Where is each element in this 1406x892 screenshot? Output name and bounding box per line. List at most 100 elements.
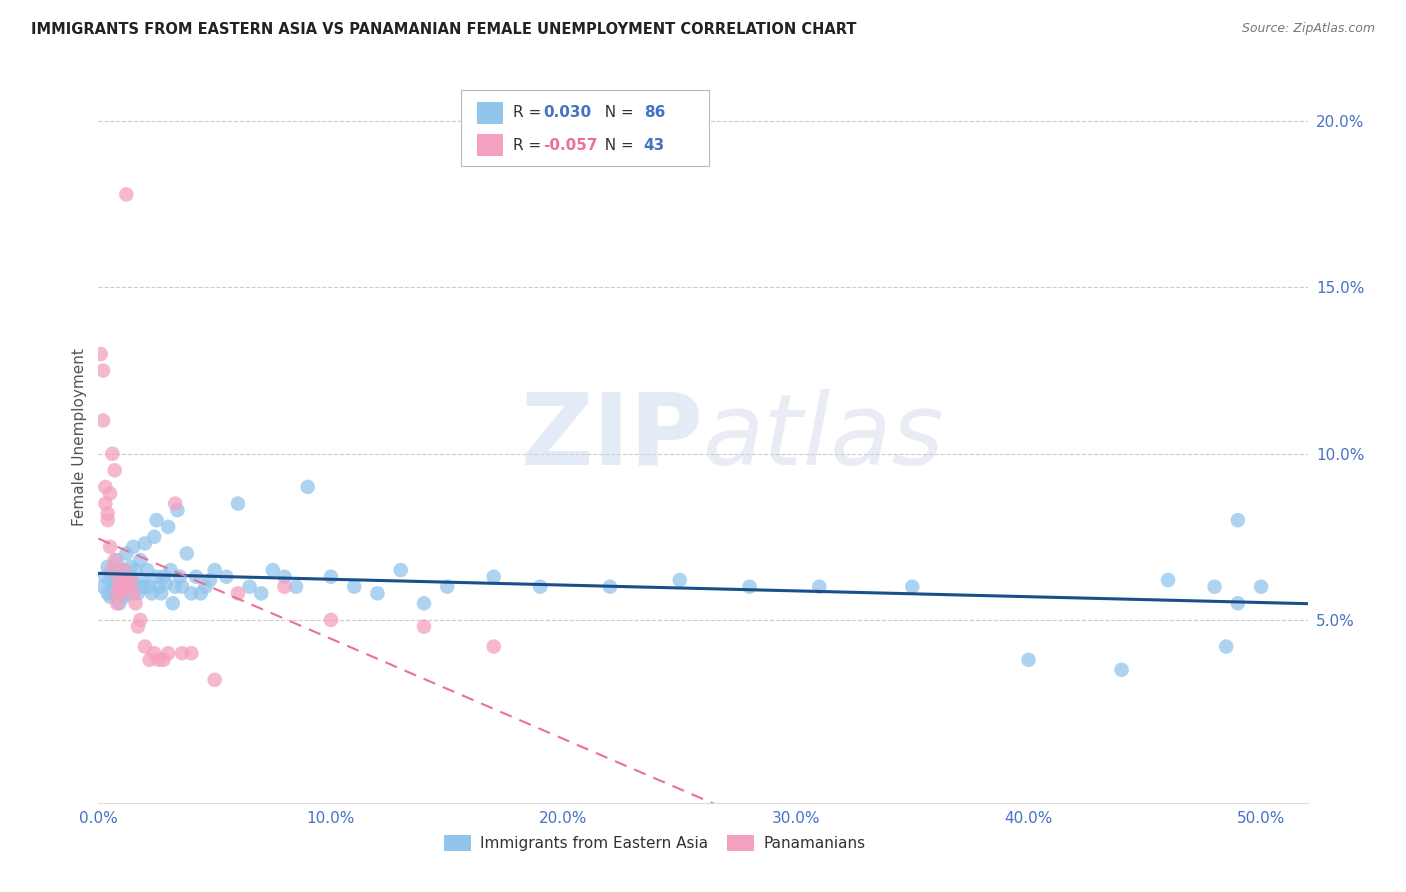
Point [226, 497, 249, 511]
Point [482, 640, 505, 654]
Point [1250, 580, 1272, 594]
Point [104, 463, 127, 477]
Point [101, 563, 124, 577]
Point [143, 646, 166, 660]
Text: R =: R = [513, 138, 547, 153]
Point [194, 580, 217, 594]
Text: 86: 86 [644, 105, 665, 120]
Point [94, 497, 117, 511]
Point [108, 580, 131, 594]
Point [118, 586, 141, 600]
Point [215, 570, 238, 584]
Point [97, 559, 120, 574]
Point [94, 570, 117, 584]
Text: 43: 43 [644, 138, 665, 153]
Point [120, 573, 142, 587]
Text: ZIP: ZIP [520, 389, 703, 485]
Point [285, 580, 308, 594]
Point [250, 586, 273, 600]
Point [111, 576, 134, 591]
Point [115, 546, 138, 560]
Point [343, 580, 366, 594]
Point [204, 673, 226, 687]
Point [148, 580, 170, 594]
Point [122, 580, 145, 594]
Point [97, 586, 120, 600]
Point [1226, 596, 1249, 610]
Point [138, 580, 160, 594]
Point [105, 580, 128, 594]
Point [112, 573, 135, 587]
Point [738, 580, 761, 594]
Point [198, 573, 221, 587]
Point [169, 570, 191, 584]
Point [172, 646, 194, 660]
Y-axis label: Female Unemployment: Female Unemployment [72, 348, 87, 526]
Point [91, 413, 114, 427]
Text: -0.057: -0.057 [543, 138, 598, 153]
Point [98, 540, 121, 554]
Point [91, 363, 114, 377]
Point [112, 563, 135, 577]
Point [98, 573, 121, 587]
Point [901, 580, 924, 594]
Point [148, 653, 170, 667]
Point [141, 586, 163, 600]
Point [104, 586, 127, 600]
Point [166, 503, 188, 517]
Legend: Immigrants from Eastern Asia, Panamanians: Immigrants from Eastern Asia, Panamanian… [437, 830, 872, 857]
Point [111, 586, 134, 600]
Point [118, 573, 141, 587]
Point [111, 582, 134, 597]
Point [529, 580, 551, 594]
Point [389, 563, 412, 577]
Point [165, 497, 187, 511]
Point [120, 559, 142, 574]
Point [98, 590, 121, 604]
Point [482, 570, 505, 584]
Text: Source: ZipAtlas.com: Source: ZipAtlas.com [1241, 22, 1375, 36]
Point [108, 566, 131, 581]
Text: IMMIGRANTS FROM EASTERN ASIA VS PANAMANIAN FEMALE UNEMPLOYMENT CORRELATION CHART: IMMIGRANTS FROM EASTERN ASIA VS PANAMANI… [31, 22, 856, 37]
Point [111, 580, 134, 594]
Point [204, 563, 226, 577]
Point [129, 613, 152, 627]
FancyBboxPatch shape [461, 90, 709, 167]
Point [112, 590, 135, 604]
Point [152, 653, 174, 667]
Point [136, 563, 159, 577]
Point [98, 486, 121, 500]
Point [134, 640, 156, 654]
Point [112, 563, 135, 577]
Point [273, 580, 295, 594]
Point [159, 563, 181, 577]
Point [1204, 580, 1226, 594]
Point [104, 553, 127, 567]
Point [436, 580, 458, 594]
Point [1226, 513, 1249, 527]
Point [190, 586, 212, 600]
Point [668, 573, 690, 587]
Point [105, 596, 128, 610]
Point [155, 576, 177, 591]
Point [115, 580, 138, 594]
Text: R =: R = [513, 105, 547, 120]
Point [105, 586, 128, 600]
Point [1215, 640, 1237, 654]
Point [319, 570, 342, 584]
FancyBboxPatch shape [477, 135, 503, 156]
Point [273, 570, 295, 584]
Point [134, 536, 156, 550]
Point [180, 646, 202, 660]
Point [157, 520, 180, 534]
Point [124, 563, 146, 577]
Point [138, 653, 160, 667]
Point [101, 447, 124, 461]
Text: 0.030: 0.030 [543, 105, 592, 120]
Point [108, 596, 131, 610]
Point [1018, 653, 1040, 667]
Point [262, 563, 284, 577]
Point [366, 586, 388, 600]
Point [145, 570, 167, 584]
Point [180, 586, 202, 600]
